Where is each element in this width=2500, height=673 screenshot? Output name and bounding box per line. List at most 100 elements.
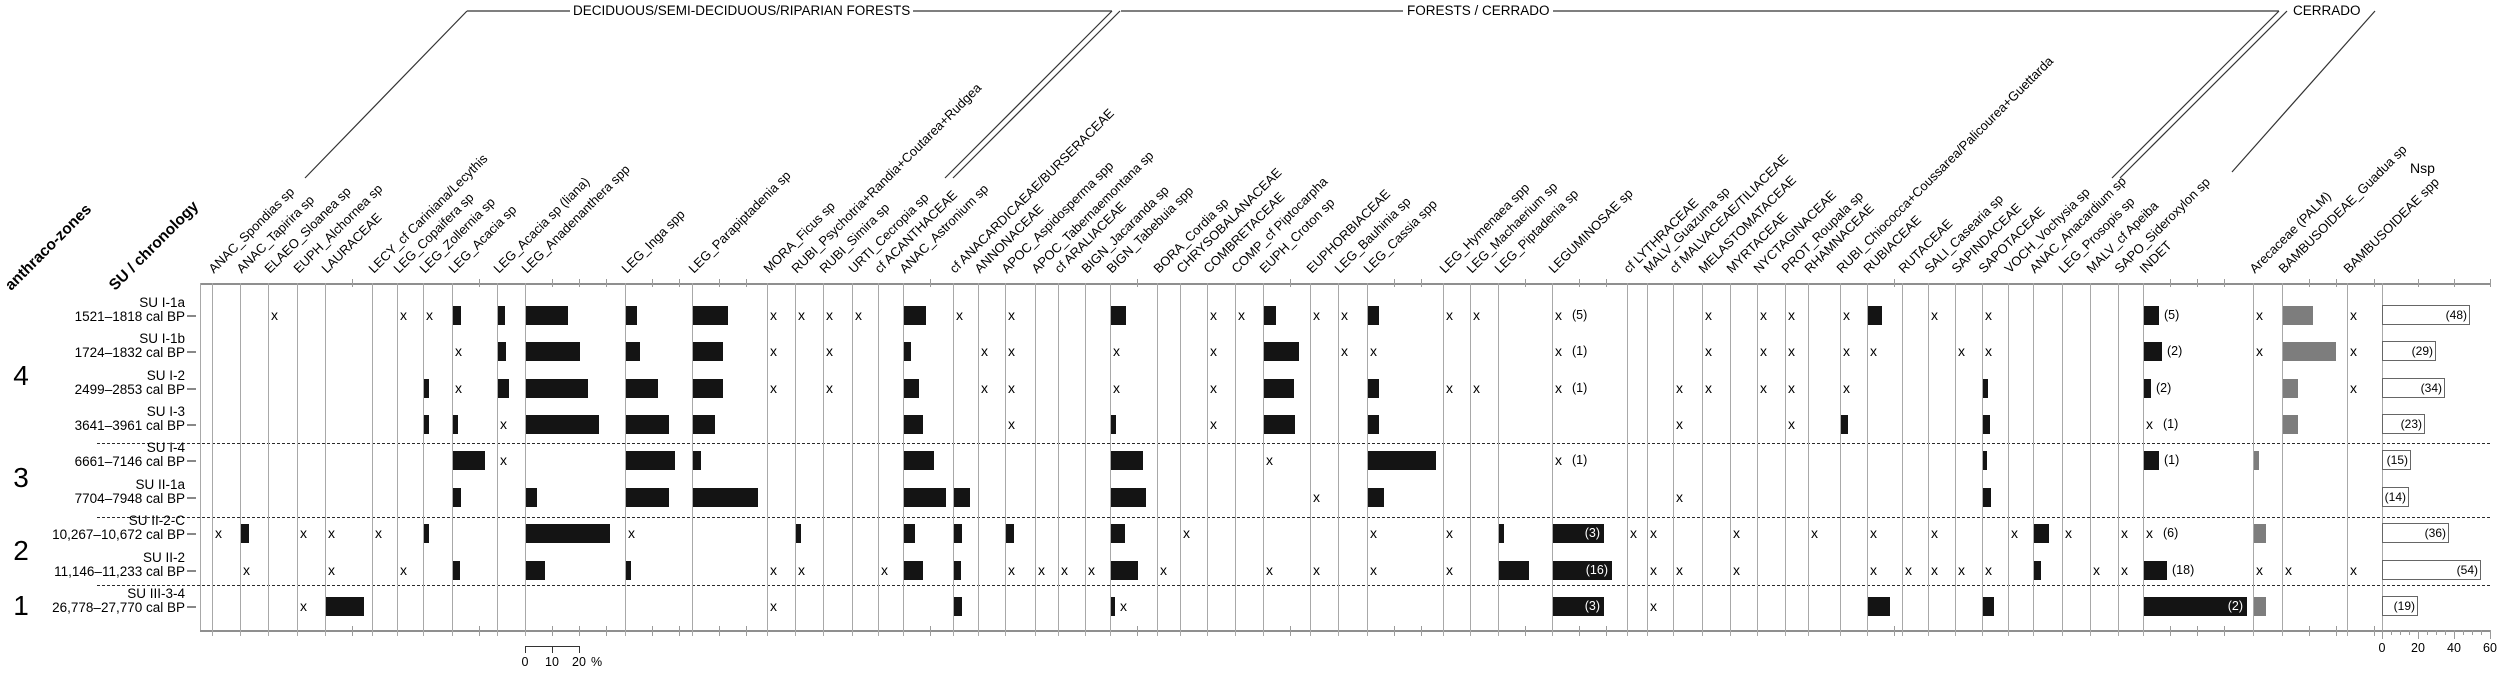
- taxon-axis-line: [423, 283, 424, 636]
- column-header-su-chronology: SU / chronology: [105, 197, 203, 294]
- abundance-bar: [1111, 415, 1116, 434]
- presence-mark: x: [2256, 343, 2263, 359]
- percent-tick-top: [1894, 279, 1895, 287]
- presence-mark: x: [2350, 380, 2357, 396]
- nsp-value: (36): [2424, 526, 2446, 540]
- presence-mark: x: [1370, 562, 1377, 578]
- presence-mark: x: [1555, 452, 1562, 468]
- taxon-axis-line: [1702, 283, 1703, 636]
- abundance-bar: [453, 561, 460, 580]
- presence-mark: x: [1985, 343, 1992, 359]
- taxon-axis-line: [2118, 283, 2119, 636]
- row-tick: [187, 315, 196, 317]
- row-date-label: 11,146–11,233 cal BP: [54, 564, 185, 579]
- abundance-bar: [904, 524, 915, 543]
- abundance-bar: [2144, 561, 2167, 580]
- presence-mark: x: [1870, 525, 1877, 541]
- presence-mark: x: [426, 307, 433, 323]
- presence-mark: x: [1760, 307, 1767, 323]
- percent-tick-bottom: [2197, 626, 2198, 636]
- taxon-axis-line: [497, 283, 498, 636]
- presence-mark: x: [2350, 343, 2357, 359]
- bar-count-note: (2): [2227, 599, 2243, 613]
- presence-mark: x: [1266, 562, 1273, 578]
- presence-mark: x: [455, 380, 462, 396]
- taxon-axis-line: [1498, 283, 1499, 636]
- percent-tick-bottom: [679, 626, 680, 636]
- percent-tick-bottom: [479, 626, 480, 636]
- abundance-bar: [526, 379, 588, 398]
- abundance-bar: [2283, 415, 2298, 434]
- taxon-axis-line: [2347, 283, 2348, 636]
- taxon-axis-line: [2033, 283, 2034, 636]
- abundance-bar: [904, 415, 923, 434]
- nsp-axis-tick: [2418, 630, 2419, 639]
- presence-mark: x: [798, 562, 805, 578]
- presence-mark: x: [2350, 562, 2357, 578]
- presence-count-note: (1): [1572, 453, 1588, 467]
- abundance-bar: [2144, 306, 2159, 325]
- row-tick: [187, 351, 196, 353]
- presence-mark: x: [1843, 343, 1850, 359]
- presence-mark: x: [1313, 307, 1320, 323]
- presence-mark: x: [826, 343, 833, 359]
- taxon-axis-line: [2253, 283, 2254, 636]
- nsp-axis-tick: [2481, 630, 2482, 635]
- abundance-bar: [693, 415, 715, 434]
- abundance-bar: [1264, 415, 1295, 434]
- abundance-bar: [498, 342, 506, 361]
- abundance-bar: [424, 524, 429, 543]
- presence-mark: x: [400, 562, 407, 578]
- row-date-label: 1724–1832 cal BP: [74, 345, 185, 360]
- taxon-axis-line: [1552, 283, 1553, 636]
- presence-mark: x: [1238, 307, 1245, 323]
- nsp-axis-tick: [2454, 630, 2455, 639]
- abundance-bar: [693, 451, 701, 470]
- abundance-bar: [1111, 488, 1146, 507]
- row-su-label: SU I-3: [146, 404, 185, 419]
- taxon-axis-line: [1982, 283, 1983, 636]
- presence-mark: x: [1210, 416, 1217, 432]
- taxon-axis-line: [878, 283, 879, 636]
- presence-mark: x: [981, 380, 988, 396]
- presence-mark: x: [1931, 562, 1938, 578]
- abundance-bar: [526, 415, 599, 434]
- presence-mark: x: [1061, 562, 1068, 578]
- abundance-bar: [1111, 561, 1138, 580]
- presence-mark: x: [2011, 525, 2018, 541]
- presence-mark: x: [1788, 307, 1795, 323]
- taxon-axis-line: [978, 283, 979, 636]
- taxon-axis-line: [795, 283, 796, 636]
- abundance-bar: [1841, 415, 1848, 434]
- nsp-axis-tick: [2400, 630, 2401, 635]
- nsp-value: (19): [2393, 599, 2415, 613]
- nsp-value: (23): [2400, 417, 2422, 431]
- abundance-bar: [526, 306, 568, 325]
- percent-tick-top: [930, 279, 931, 287]
- taxon-axis-line: [372, 283, 373, 636]
- taxon-axis-line: [1627, 283, 1628, 636]
- abundance-bar: [498, 379, 509, 398]
- presence-mark: x: [1088, 562, 1095, 578]
- abundance-bar: [1983, 415, 1990, 434]
- percent-tick-top: [2224, 279, 2225, 287]
- abundance-bar: [1111, 451, 1143, 470]
- nsp-axis-tick: [2409, 630, 2410, 635]
- taxon-axis-line: [325, 283, 326, 636]
- presence-mark: x: [1008, 562, 1015, 578]
- percent-tick-bottom: [606, 626, 607, 636]
- percent-scale-unit: %: [591, 655, 603, 669]
- group-header-deciduous-forests: DECIDUOUS/SEMI-DECIDUOUS/RIPARIAN FOREST…: [570, 3, 914, 18]
- abundance-bar: [2144, 342, 2162, 361]
- percent-tick-top: [1525, 279, 1526, 287]
- presence-mark: x: [1931, 525, 1938, 541]
- abundance-bar: [2283, 379, 2298, 398]
- presence-mark: x: [798, 307, 805, 323]
- nsp-axis-tick: [2436, 630, 2437, 635]
- abundance-bar: [1499, 561, 1529, 580]
- taxon-axis-line: [1443, 283, 1444, 636]
- presence-mark: x: [770, 343, 777, 359]
- zone-separator-line: [97, 443, 2490, 444]
- presence-mark: x: [2146, 416, 2153, 432]
- percent-tick-top: [579, 279, 580, 287]
